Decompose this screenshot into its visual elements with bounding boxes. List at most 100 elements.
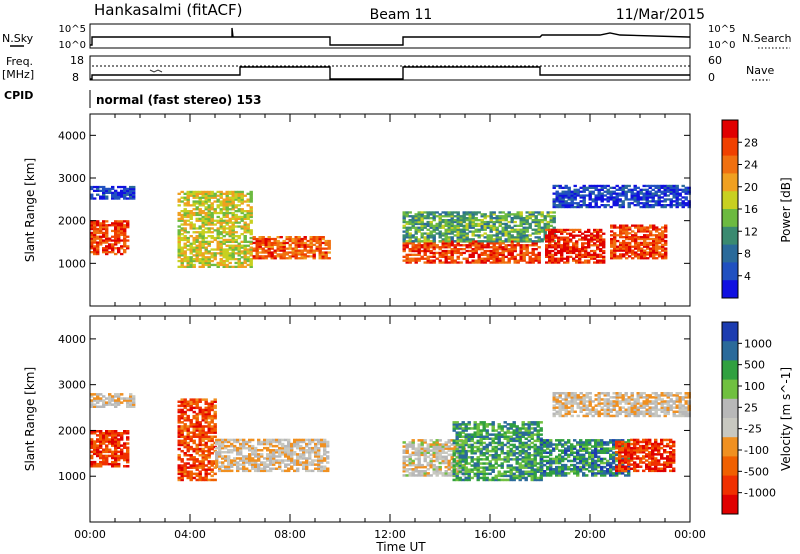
heatmap-cell: [597, 184, 601, 188]
heatmap-cell: [312, 243, 316, 246]
heatmap-cell: [123, 237, 127, 240]
heatmap-cell: [557, 236, 561, 239]
heatmap-cell: [579, 200, 583, 203]
heatmap-cell: [420, 220, 424, 224]
heatmap-cell: [408, 249, 412, 253]
heatmap-cell: [417, 219, 421, 222]
heatmap-cell: [273, 257, 277, 260]
heatmap-cell: [450, 213, 454, 216]
heatmap-cell: [183, 231, 187, 234]
heatmap-cell: [96, 229, 100, 233]
heatmap-cell: [616, 257, 620, 260]
heatmap-cell: [207, 406, 211, 410]
heatmap-cell: [93, 465, 97, 468]
colorbar-segment: [722, 280, 738, 299]
heatmap-cell: [637, 243, 641, 246]
heatmap-cell: [488, 460, 492, 463]
heatmap-cell: [619, 247, 623, 250]
heatmap-cell: [519, 211, 523, 214]
heatmap-cell: [664, 247, 668, 250]
heatmap-cell: [483, 246, 487, 249]
heatmap-cell: [204, 259, 208, 263]
heatmap-cell: [503, 460, 507, 463]
heatmap-cell: [531, 253, 535, 256]
heatmap-cell: [108, 401, 112, 404]
heatmap-cell: [210, 414, 214, 418]
heatmap-cell: [105, 237, 109, 240]
heatmap-cell: [599, 230, 603, 233]
heatmap-cell: [219, 194, 223, 197]
heatmap-cell: [540, 220, 544, 224]
heatmap-cell: [599, 259, 603, 262]
heatmap-cell: [114, 231, 118, 235]
heatmap-cell: [123, 458, 127, 462]
heatmap-cell: [482, 445, 486, 449]
heatmap-cell: [192, 265, 196, 268]
heatmap-cell: [405, 447, 409, 450]
heatmap-cell: [204, 454, 208, 457]
heatmap-cell: [266, 455, 270, 458]
heatmap-cell: [180, 441, 184, 445]
heatmap-cell: [515, 439, 519, 443]
heatmap-cell: [518, 441, 522, 445]
heatmap-cell: [411, 222, 415, 226]
heatmap-cell: [540, 213, 544, 216]
heatmap-cell: [186, 445, 190, 449]
heatmap-cell: [99, 442, 103, 445]
heatmap-cell: [624, 192, 628, 195]
heatmap-cell: [563, 236, 567, 239]
heatmap-cell: [99, 399, 103, 402]
heatmap-cell: [506, 454, 510, 457]
heatmap-cell: [213, 252, 217, 255]
heatmap-cell: [323, 444, 327, 448]
heatmap-cell: [219, 219, 223, 222]
heatmap-cell: [290, 465, 294, 468]
heatmap-cell: [117, 403, 121, 406]
heatmap-cell: [296, 444, 300, 448]
heatmap-cell: [654, 190, 658, 193]
heatmap-cell: [507, 257, 511, 260]
heatmap-cell: [476, 441, 480, 445]
heatmap-cell: [243, 217, 247, 220]
heatmap-cell: [411, 461, 415, 465]
heatmap-cell: [272, 451, 276, 454]
nave-label: Nave: [746, 64, 774, 77]
heatmap-cell: [596, 232, 600, 235]
heatmap-cell: [323, 453, 327, 456]
heatmap-cell: [456, 261, 460, 264]
heatmap-cell: [251, 465, 255, 468]
heatmap-cell: [117, 237, 121, 240]
heatmap-cell: [99, 446, 103, 449]
heatmap-cell: [625, 224, 629, 227]
heatmap-cell: [198, 472, 202, 476]
heatmap-cell: [581, 232, 585, 235]
heatmap-cell: [447, 242, 451, 245]
heatmap-cell: [120, 195, 124, 198]
heatmap-cell: [114, 252, 118, 256]
heatmap-cell: [534, 224, 538, 227]
heatmap-cell: [494, 452, 498, 455]
heatmap-cell: [216, 190, 220, 194]
heatmap-cell: [501, 234, 505, 237]
heatmap-cell: [99, 189, 103, 192]
heatmap-cell: [455, 474, 459, 478]
heatmap-cell: [455, 456, 459, 459]
heatmap-cell: [506, 429, 510, 432]
heatmap-cell: [476, 447, 480, 451]
heatmap-cell: [105, 233, 109, 236]
heatmap-cell: [117, 446, 121, 449]
heatmap-cell: [180, 200, 184, 203]
heatmap-cell: [117, 434, 121, 437]
heatmap-cell: [458, 462, 462, 465]
heatmap-cell: [402, 230, 406, 233]
heatmap-cell: [464, 468, 468, 471]
heatmap-cell: [117, 438, 121, 441]
heatmap-cell: [215, 463, 219, 466]
heatmap-cell: [627, 204, 631, 207]
heatmap-cell: [246, 192, 250, 195]
heatmap-cell: [405, 246, 409, 249]
heatmap-cell: [423, 470, 427, 473]
heatmap-cell: [234, 231, 238, 234]
heatmap-cell: [664, 251, 668, 254]
heatmap-cell: [201, 435, 205, 438]
